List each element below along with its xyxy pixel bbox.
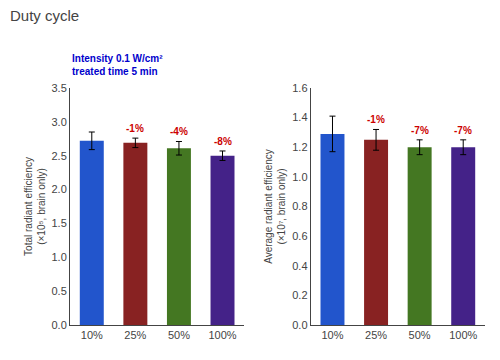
svg-text:25%: 25% xyxy=(365,329,387,341)
svg-text:-7%: -7% xyxy=(411,125,429,136)
svg-text:25%: 25% xyxy=(124,329,146,341)
svg-text:1.0: 1.0 xyxy=(52,251,67,263)
svg-text:10%: 10% xyxy=(81,329,103,341)
svg-text:-1%: -1% xyxy=(126,123,144,134)
svg-text:2.0: 2.0 xyxy=(52,183,67,195)
svg-text:Total radiant efficiency(×10⁵,: Total radiant efficiency(×10⁵, brain onl… xyxy=(23,157,47,256)
svg-text:0.2: 0.2 xyxy=(292,289,307,301)
svg-text:1.4: 1.4 xyxy=(292,111,307,123)
svg-text:-1%: -1% xyxy=(367,114,385,125)
svg-text:-4%: -4% xyxy=(170,126,188,137)
svg-text:2.5: 2.5 xyxy=(52,150,67,162)
svg-text:1.0: 1.0 xyxy=(292,171,307,183)
svg-text:Intensity 0.1 W/cm²treated tim: Intensity 0.1 W/cm²treated time 5 min xyxy=(72,53,163,77)
svg-text:Duty cycle: Duty cycle xyxy=(10,7,79,24)
svg-text:0.4: 0.4 xyxy=(292,260,307,272)
svg-text:10%: 10% xyxy=(321,329,343,341)
svg-text:1.6: 1.6 xyxy=(292,82,307,94)
svg-text:50%: 50% xyxy=(409,329,431,341)
svg-text:0.0: 0.0 xyxy=(292,319,307,331)
svg-text:1.2: 1.2 xyxy=(292,141,307,153)
svg-text:1.5: 1.5 xyxy=(52,217,67,229)
svg-text:0.6: 0.6 xyxy=(292,230,307,242)
svg-text:0.5: 0.5 xyxy=(52,285,67,297)
svg-text:-7%: -7% xyxy=(454,125,472,136)
svg-text:50%: 50% xyxy=(168,329,190,341)
svg-text:Average radiant efficiency(×10: Average radiant efficiency(×10⁷, brain o… xyxy=(263,149,287,264)
svg-text:100%: 100% xyxy=(449,329,477,341)
svg-text:0.0: 0.0 xyxy=(52,319,67,331)
svg-text:3.5: 3.5 xyxy=(52,82,67,94)
svg-text:0.8: 0.8 xyxy=(292,200,307,212)
svg-text:3.0: 3.0 xyxy=(52,116,67,128)
svg-text:100%: 100% xyxy=(208,329,236,341)
svg-text:-8%: -8% xyxy=(214,136,232,147)
